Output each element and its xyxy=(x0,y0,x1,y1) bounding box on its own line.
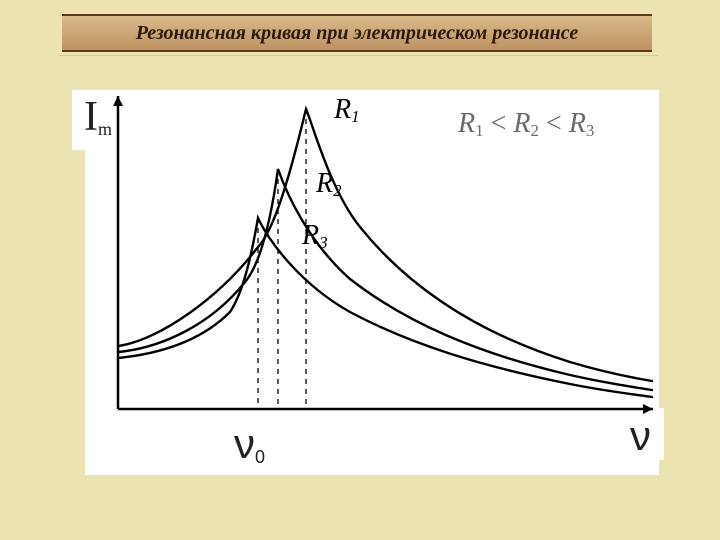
resonance-chart: R1R2R3 R1 < R2 < R3 Imν0ν xyxy=(50,72,670,502)
svg-text:ν: ν xyxy=(630,412,651,459)
page-root: Резонансная кривая при электрическом рез… xyxy=(0,0,720,540)
plot-background xyxy=(85,90,659,475)
title-banner: Резонансная кривая при электрическом рез… xyxy=(62,14,652,52)
title-text: Резонансная кривая при электрическом рез… xyxy=(136,22,578,44)
decorative-rule xyxy=(58,55,658,56)
chart-svg: R1R2R3 R1 < R2 < R3 Imν0ν xyxy=(50,72,670,502)
